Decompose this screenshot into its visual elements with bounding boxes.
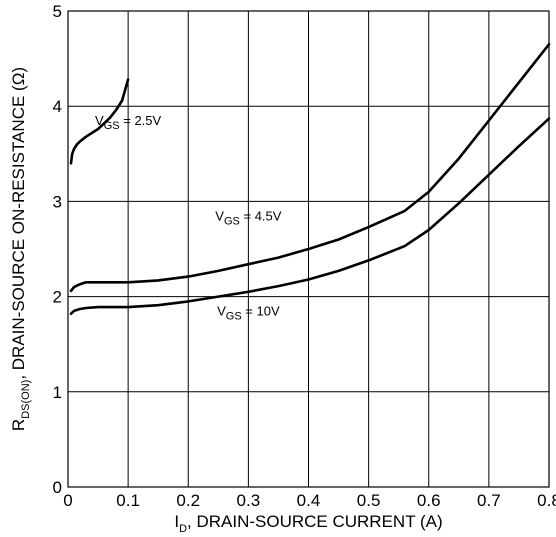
series-line-1	[69, 78, 130, 165]
x-tick-label: 0.4	[297, 491, 321, 510]
y-tick-label: 0	[53, 478, 62, 497]
series-annotation-1: VGS = 2.5V	[95, 113, 161, 132]
x-tick-label: 0.5	[357, 491, 381, 510]
series-line-2	[69, 42, 551, 293]
y-axis-title: RDS(ON), DRAIN-SOURCE ON-RESISTANCE (Ω)	[9, 67, 32, 431]
series-annotation-3: VGS = 10V	[217, 304, 280, 323]
x-tick-label: 0.8	[537, 491, 556, 510]
grid	[68, 11, 549, 487]
y-tick-label: 3	[53, 192, 62, 211]
tick-labels: 0 0.1 0.2 0.3 0.4 0.5 0.6 0.7 0.8 0 1 2 3 4 5	[53, 2, 556, 510]
y-tick-label: 4	[53, 97, 62, 116]
y-tick-label: 5	[53, 2, 62, 21]
y-tick-label: 2	[53, 288, 62, 307]
x-tick-label: 0.1	[116, 491, 140, 510]
x-tick-label: 0.2	[176, 491, 200, 510]
y-tick-label: 1	[53, 383, 62, 402]
x-tick-label: 0	[63, 491, 72, 510]
x-tick-label: 0.3	[237, 491, 261, 510]
series-annotation-2: VGS = 4.5V	[215, 208, 281, 227]
annotations: VGS = 2.5V VGS = 4.5V VGS = 10V	[95, 113, 282, 322]
x-tick-label: 0.7	[477, 491, 501, 510]
series-line-3	[69, 117, 551, 316]
x-axis-title: ID, DRAIN-SOURCE CURRENT (A)	[174, 512, 442, 535]
x-tick-label: 0.6	[417, 491, 441, 510]
plot-frame	[67, 10, 550, 488]
series-layer	[69, 42, 551, 316]
